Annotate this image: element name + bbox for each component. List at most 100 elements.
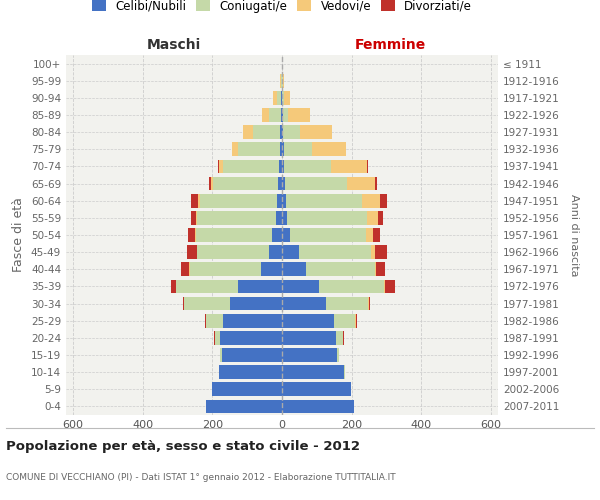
Bar xyxy=(223,160,278,173)
Bar xyxy=(299,246,371,259)
Bar xyxy=(281,108,282,122)
Bar xyxy=(384,280,385,293)
Bar xyxy=(214,176,278,190)
Bar xyxy=(385,280,395,293)
Bar xyxy=(337,348,339,362)
Bar xyxy=(344,366,345,379)
Bar xyxy=(196,211,197,224)
Bar xyxy=(283,91,284,104)
Bar xyxy=(284,91,290,104)
Bar xyxy=(280,126,282,139)
Bar xyxy=(336,331,343,344)
Bar xyxy=(280,74,281,88)
Bar xyxy=(282,160,284,173)
Bar xyxy=(189,262,190,276)
Bar xyxy=(355,314,356,328)
Bar xyxy=(282,108,283,122)
Bar xyxy=(273,91,277,104)
Bar xyxy=(222,348,282,362)
Bar xyxy=(278,160,282,173)
Bar xyxy=(197,246,269,259)
Bar xyxy=(215,331,220,344)
Bar xyxy=(282,348,337,362)
Bar xyxy=(374,262,376,276)
Bar xyxy=(334,314,355,328)
Bar xyxy=(199,194,200,207)
Bar xyxy=(282,331,336,344)
Bar xyxy=(205,314,206,328)
Bar xyxy=(187,246,197,259)
Bar xyxy=(285,176,347,190)
Bar xyxy=(280,142,282,156)
Bar xyxy=(191,211,196,224)
Bar xyxy=(262,108,269,122)
Bar xyxy=(362,194,380,207)
Text: COMUNE DI VECCHIANO (PI) - Dati ISTAT 1° gennaio 2012 - Elaborazione TUTTITALIA.: COMUNE DI VECCHIANO (PI) - Dati ISTAT 1°… xyxy=(6,472,395,482)
Bar xyxy=(305,262,374,276)
Bar xyxy=(218,160,219,173)
Y-axis label: Fasce di età: Fasce di età xyxy=(13,198,25,272)
Bar xyxy=(277,91,281,104)
Text: Maschi: Maschi xyxy=(147,38,201,52)
Bar xyxy=(238,280,282,293)
Bar xyxy=(282,280,319,293)
Text: Popolazione per età, sesso e stato civile - 2012: Popolazione per età, sesso e stato civil… xyxy=(6,440,360,453)
Bar xyxy=(209,176,211,190)
Bar xyxy=(176,280,238,293)
Bar xyxy=(223,314,282,328)
Bar xyxy=(218,366,219,379)
Bar xyxy=(286,194,362,207)
Bar xyxy=(253,126,280,139)
Bar xyxy=(196,228,272,242)
Bar xyxy=(206,400,282,413)
Bar xyxy=(269,108,281,122)
Bar xyxy=(281,91,282,104)
Bar xyxy=(181,262,189,276)
Bar xyxy=(319,280,384,293)
Bar xyxy=(282,126,283,139)
Bar xyxy=(244,126,253,139)
Bar xyxy=(376,262,385,276)
Bar xyxy=(206,314,223,328)
Bar xyxy=(356,314,357,328)
Bar xyxy=(220,348,222,362)
Bar xyxy=(378,211,383,224)
Bar xyxy=(282,246,299,259)
Bar xyxy=(282,262,305,276)
Bar xyxy=(211,176,214,190)
Bar xyxy=(191,194,199,207)
Bar xyxy=(369,296,370,310)
Bar xyxy=(277,194,282,207)
Bar xyxy=(230,296,282,310)
Bar xyxy=(290,228,365,242)
Bar xyxy=(171,280,176,293)
Bar xyxy=(347,176,376,190)
Bar xyxy=(282,142,284,156)
Bar xyxy=(282,382,351,396)
Bar xyxy=(282,228,290,242)
Bar xyxy=(219,160,223,173)
Bar xyxy=(272,228,282,242)
Bar xyxy=(282,400,355,413)
Bar xyxy=(367,160,368,173)
Bar xyxy=(232,142,238,156)
Bar xyxy=(376,246,386,259)
Bar xyxy=(331,160,367,173)
Bar xyxy=(300,126,332,139)
Bar xyxy=(278,176,282,190)
Bar xyxy=(373,228,380,242)
Bar xyxy=(287,211,367,224)
Bar xyxy=(190,262,261,276)
Bar xyxy=(220,331,282,344)
Bar xyxy=(282,314,334,328)
Bar xyxy=(283,108,288,122)
Bar xyxy=(219,366,282,379)
Bar xyxy=(188,228,195,242)
Bar xyxy=(380,194,387,207)
Bar xyxy=(284,142,313,156)
Bar xyxy=(371,246,376,259)
Bar xyxy=(183,296,184,310)
Y-axis label: Anni di nascita: Anni di nascita xyxy=(569,194,579,276)
Bar xyxy=(282,176,285,190)
Bar xyxy=(238,142,280,156)
